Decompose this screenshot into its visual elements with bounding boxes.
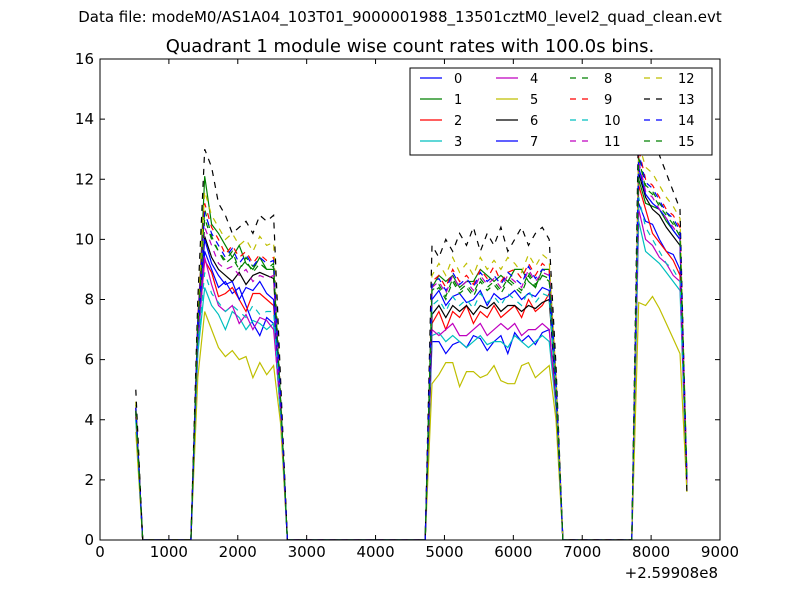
y-tick-label: 16 xyxy=(75,50,94,68)
x-tick-label: 7000 xyxy=(563,543,601,561)
y-tick-label: 4 xyxy=(84,411,94,429)
y-tick-label: 6 xyxy=(84,351,94,369)
series-layer xyxy=(135,109,688,540)
series-line-1 xyxy=(135,176,688,540)
legend-label-7: 7 xyxy=(530,135,538,150)
x-tick-label: 8000 xyxy=(632,543,670,561)
series-line-11 xyxy=(135,161,688,540)
series-line-5 xyxy=(135,295,688,540)
x-tick-label: 5000 xyxy=(425,543,463,561)
series-line-6 xyxy=(135,173,688,540)
legend-label-12: 12 xyxy=(678,72,695,87)
legend-label-14: 14 xyxy=(678,114,695,129)
legend-label-10: 10 xyxy=(604,114,621,129)
legend-label-4: 4 xyxy=(530,72,538,87)
series-line-15 xyxy=(135,158,688,540)
series-line-0 xyxy=(135,203,688,540)
legend-label-5: 5 xyxy=(530,93,538,108)
y-tick-label: 8 xyxy=(84,291,94,309)
x-tick-label: 4000 xyxy=(356,543,394,561)
x-tick-label: 2000 xyxy=(219,543,257,561)
x-tick-label: 9000 xyxy=(701,543,739,561)
legend-label-1: 1 xyxy=(454,93,462,108)
series-line-3 xyxy=(135,221,688,540)
data-file-label: Data file: modeM0/AS1A04_103T01_90000019… xyxy=(78,8,722,26)
series-line-4 xyxy=(135,209,688,540)
x-axis-offset-label: +2.59908e8 xyxy=(625,564,718,582)
chart-title: Quadrant 1 module wise count rates with … xyxy=(165,36,655,57)
legend-label-6: 6 xyxy=(530,114,538,129)
series-line-2 xyxy=(135,185,688,540)
legend-label-0: 0 xyxy=(454,72,462,87)
legend-label-9: 9 xyxy=(604,93,612,108)
series-line-13 xyxy=(135,109,688,540)
legend-label-13: 13 xyxy=(678,93,695,108)
legend-label-2: 2 xyxy=(454,114,462,129)
series-line-10 xyxy=(135,197,688,540)
series-line-7 xyxy=(135,167,688,540)
series-line-12 xyxy=(135,143,688,540)
y-tick-label: 0 xyxy=(84,531,94,549)
x-tick-label: 3000 xyxy=(288,543,326,561)
x-tick-label: 1000 xyxy=(150,543,188,561)
y-tick-label: 2 xyxy=(84,471,94,489)
y-tick-label: 10 xyxy=(75,230,94,248)
x-axis: 0 1000 2000 3000 4000 5000 6000 7000 8000 9000 xyxy=(95,59,739,561)
legend-label-8: 8 xyxy=(604,72,612,87)
legend-label-11: 11 xyxy=(604,135,621,150)
x-tick-label: 0 xyxy=(95,543,105,561)
x-tick-label: 6000 xyxy=(494,543,532,561)
y-tick-label: 12 xyxy=(75,170,94,188)
y-tick-label: 14 xyxy=(75,110,94,128)
series-line-9 xyxy=(135,149,688,540)
legend-label-15: 15 xyxy=(678,135,695,150)
legend-label-3: 3 xyxy=(454,135,462,150)
